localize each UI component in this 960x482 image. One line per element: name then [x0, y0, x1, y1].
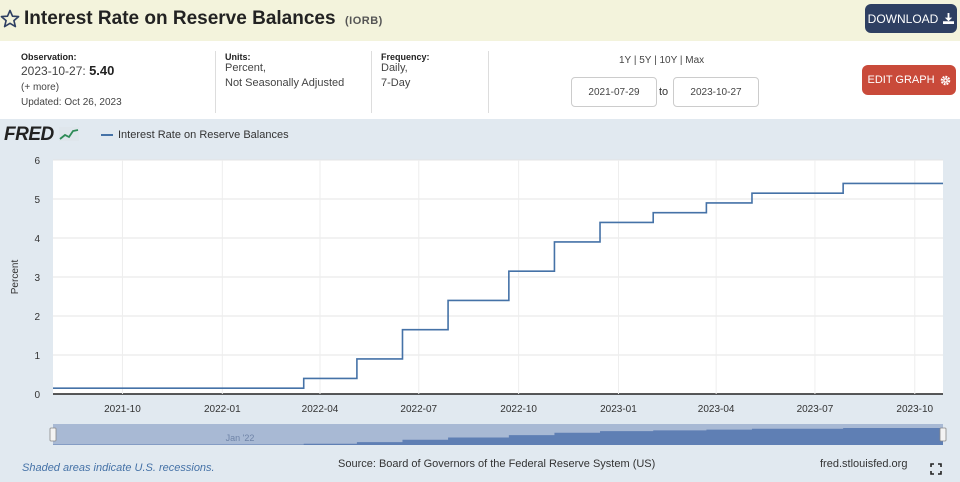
y-tick-label: 3 [34, 273, 40, 284]
download-button[interactable]: DOWNLOAD [865, 4, 957, 33]
fullscreen-icon[interactable] [930, 463, 942, 475]
y-tick-label: 0 [34, 390, 40, 401]
star-icon[interactable] [0, 9, 20, 29]
range-separator: | [654, 55, 657, 66]
x-tick-label: 2022-10 [500, 404, 537, 415]
observation-value: 5.40 [89, 63, 115, 78]
source-note: Source: Board of Governors of the Federa… [338, 458, 656, 470]
units-label: Units: [225, 52, 251, 62]
series-code: (IORB) [345, 15, 383, 27]
units-line-1: Percent, [225, 62, 266, 74]
observation-label: Observation: [21, 52, 77, 62]
x-tick-label: 2021-10 [104, 404, 141, 415]
end-date-input[interactable]: 2023-10-27 [673, 77, 759, 107]
frequency-label: Frequency: [381, 52, 430, 62]
x-tick-label: 2022-07 [400, 404, 437, 415]
range-1y-link[interactable]: 1Y [619, 55, 632, 66]
x-tick-label: 2022-04 [302, 404, 339, 415]
range-separator: | [633, 55, 637, 66]
fred-logo-chart-icon [58, 127, 79, 141]
legend-swatch [101, 134, 113, 136]
start-date-input[interactable]: 2021-07-29 [571, 77, 657, 107]
download-label: DOWNLOAD [867, 11, 939, 26]
y-tick-label: 5 [34, 195, 40, 206]
x-tick-label: 2023-07 [797, 404, 834, 415]
divider [215, 51, 216, 113]
navigator-series [53, 427, 943, 445]
x-tick-label: 2023-10 [896, 404, 933, 415]
y-tick-label: 2 [34, 312, 40, 323]
to-label: to [659, 86, 669, 98]
recessions-note: Shaded areas indicate U.S. recessions. [22, 462, 215, 474]
navigator-handle-left[interactable] [49, 427, 57, 442]
y-tick-label: 6 [34, 156, 40, 167]
x-tick-label: 2023-01 [600, 404, 637, 415]
gear-icon [940, 75, 950, 85]
navigator-label: Jan '22 [226, 433, 255, 443]
edit-graph-button[interactable]: EDIT GRAPH [862, 65, 956, 95]
page-title: Interest Rate on Reserve Balances [24, 8, 336, 29]
navigator-handle-right[interactable] [939, 427, 947, 442]
range-separator: | [679, 55, 683, 66]
line-chart[interactable]: 0 1 2 3 4 5 6 2021-10 2022-01 2022-04 2022-07 2022… [0, 119, 960, 449]
x-axis: 2021-10 2022-01 2022-04 2022-07 2022-10 2023-… [104, 404, 933, 415]
y-axis-title: Percent [10, 260, 21, 295]
frequency-line-1: Daily, [381, 62, 408, 74]
units-line-2: Not Seasonally Adjusted [225, 77, 345, 89]
divider [488, 51, 489, 113]
title-bar [0, 0, 960, 41]
fred-logo: FRED [4, 124, 79, 146]
range-10y-link[interactable]: 10Y [659, 55, 678, 66]
x-tick-label: 2022-01 [204, 404, 241, 415]
range-links: 1Y | 5Y | 10Y | Max [619, 55, 704, 66]
y-tick-label: 1 [34, 351, 40, 362]
info-bar: Observation: 2023-10-27: 5.40 (+ more) U… [0, 41, 960, 119]
gridlines [53, 159, 943, 395]
site-link[interactable]: fred.stlouisfed.org [820, 458, 908, 470]
x-tick-label: 2023-04 [698, 404, 735, 415]
updated-date: Updated: Oct 26, 2023 [21, 97, 122, 108]
observation-date: 2023-10-27: [21, 64, 86, 78]
download-icon [943, 13, 955, 24]
frequency-line-2: 7-Day [381, 77, 411, 89]
legend-label: Interest Rate on Reserve Balances [118, 129, 289, 141]
y-axis: 0 1 2 3 4 5 6 [34, 156, 40, 401]
series-line [53, 182, 943, 389]
range-max-link[interactable]: Max [685, 55, 705, 66]
more-observations-link[interactable]: (+ more) [21, 82, 60, 93]
y-tick-label: 4 [34, 234, 40, 245]
edit-graph-label: EDIT GRAPH [867, 74, 935, 86]
divider [371, 51, 372, 113]
range-5y-link[interactable]: 5Y [639, 55, 652, 66]
